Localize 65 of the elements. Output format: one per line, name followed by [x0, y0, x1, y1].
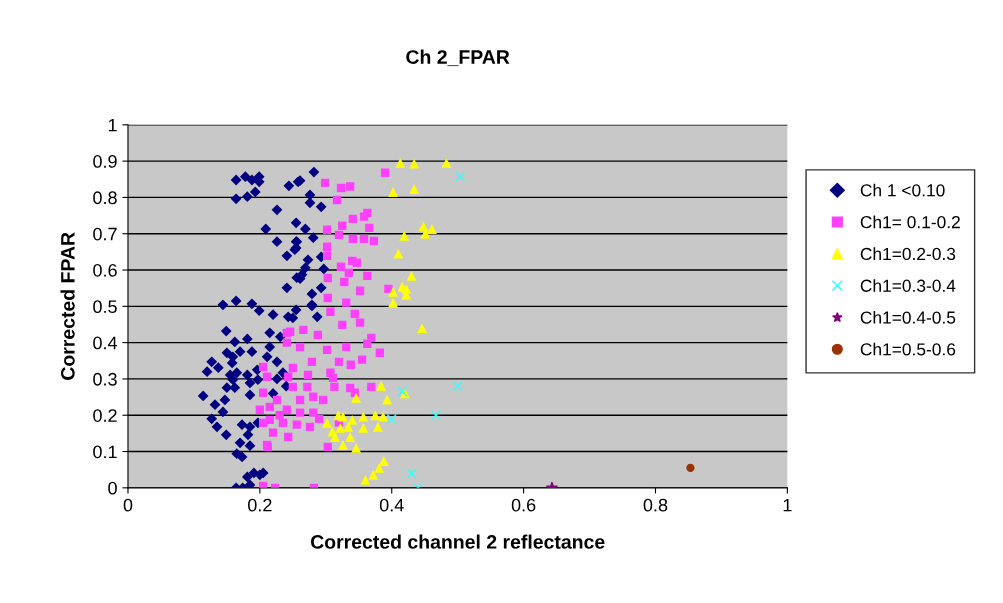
legend-label: Ch 1 <0.10 — [860, 183, 945, 197]
point — [417, 323, 427, 334]
y-tick-label: 0.9 — [93, 155, 117, 168]
point — [351, 392, 362, 403]
point — [388, 297, 398, 308]
point — [330, 432, 340, 442]
point — [338, 440, 348, 450]
point — [335, 423, 346, 433]
chart-title: Ch 2_FPAR — [406, 49, 510, 67]
y-tick-label: 0 — [108, 481, 117, 495]
point — [378, 456, 389, 466]
point — [370, 410, 381, 421]
y-tick-label: 0.1 — [93, 445, 117, 459]
point — [452, 381, 463, 392]
y-tick-label: 0.2 — [93, 409, 117, 422]
y-tick-label: 0.3 — [93, 372, 117, 386]
legend-label: Ch1=0.5-0.6 — [860, 342, 956, 356]
legend-label: Ch1=0.3-0.4 — [860, 279, 956, 292]
point — [406, 270, 417, 281]
point — [372, 421, 383, 432]
y-tick-label: 0.6 — [93, 263, 117, 277]
point — [409, 158, 420, 169]
legend-label: Ch1=0.4-0.5 — [860, 310, 956, 324]
point — [358, 411, 369, 422]
y-tick-label: 1 — [108, 118, 117, 132]
point — [393, 248, 404, 259]
point — [374, 462, 385, 473]
point — [441, 158, 452, 168]
point — [347, 415, 358, 425]
point — [399, 230, 410, 241]
point — [360, 474, 371, 485]
x-tick-label: 0.4 — [379, 498, 404, 512]
legend-label: Ch1=0.2-0.3 — [860, 247, 956, 261]
point — [386, 413, 397, 424]
point — [388, 286, 398, 297]
x-tick-label: 0.6 — [511, 498, 536, 512]
point — [351, 442, 362, 453]
point — [345, 432, 356, 442]
x-tick-label: 0.2 — [248, 498, 272, 512]
point — [322, 417, 333, 428]
point — [406, 468, 417, 479]
x-tick-label: 0 — [123, 498, 133, 512]
point — [378, 411, 389, 422]
y-tick-label: 0.7 — [93, 227, 117, 241]
point — [338, 411, 348, 422]
point — [358, 423, 369, 433]
x-tick-label: 0.8 — [643, 498, 668, 512]
point — [427, 224, 437, 234]
y-axis-title: Corrected FPAR — [60, 232, 75, 380]
x-axis-title: Corrected channel 2 reflectance — [310, 534, 605, 549]
point — [409, 184, 420, 194]
point — [388, 187, 398, 197]
point — [430, 410, 441, 421]
point — [395, 158, 406, 168]
y-tick-label: 0.5 — [93, 300, 117, 314]
point — [382, 394, 393, 405]
point — [343, 421, 354, 432]
y-tick-label: 0.8 — [93, 191, 117, 205]
point — [376, 380, 387, 391]
legend-label: Ch1= 0.1-0.2 — [860, 215, 960, 229]
point — [455, 171, 466, 182]
x-tick-label: 1 — [783, 498, 792, 512]
point — [686, 463, 695, 473]
point — [368, 469, 379, 480]
y-tick-label: 0.4 — [93, 336, 118, 350]
